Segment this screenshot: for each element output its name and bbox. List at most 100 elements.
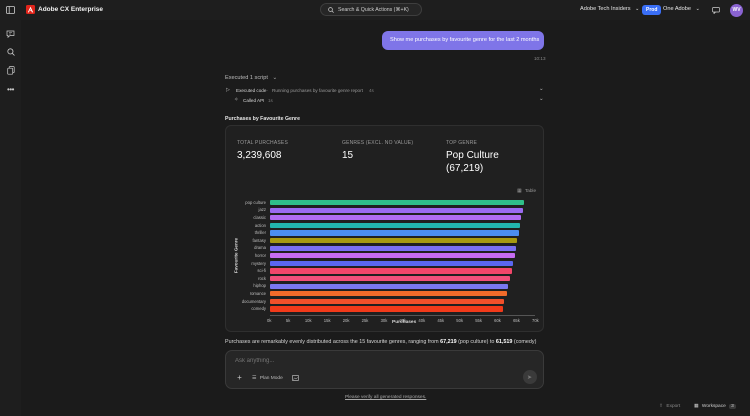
user-message-bubble: Show me purchases by favourite genre for… <box>382 31 544 50</box>
x-tick-label: 50k <box>456 317 464 323</box>
category-label: pop culture <box>245 199 266 205</box>
x-tick-label: 70k <box>532 317 539 323</box>
feedback-icon[interactable] <box>711 5 721 15</box>
bar[interactable] <box>270 200 525 206</box>
adobe-logo-icon <box>26 5 35 14</box>
bar[interactable] <box>270 207 523 213</box>
category-label: hiphop <box>253 283 266 289</box>
x-tick-label: 40k <box>418 317 426 323</box>
search-icon[interactable] <box>5 46 16 57</box>
chart-area: Favourite Genre pop culture jazz classic ac… <box>226 126 545 333</box>
send-button[interactable]: ➤ <box>523 370 537 384</box>
plan-mode-button[interactable]: ☰ Plan Mode <box>252 375 283 381</box>
category-label: thriller <box>254 230 266 236</box>
top-genre-value: Pop Culture <box>446 150 499 161</box>
x-tick-label: 55k <box>475 317 482 323</box>
more-icon[interactable]: ••• <box>7 85 14 94</box>
left-rail: ••• <box>0 20 21 416</box>
search-icon <box>328 6 334 15</box>
bar[interactable] <box>270 283 509 289</box>
bar[interactable] <box>270 238 518 244</box>
top-genre-label: TOP GENRE <box>446 140 478 146</box>
x-tick-label: 5k <box>285 317 291 323</box>
category-label: action <box>254 222 266 228</box>
step-executed-code[interactable]: ▷ Executed code · Running purchases by f… <box>226 86 544 95</box>
total-purchases-value: 3,239,608 <box>237 150 282 161</box>
search-input[interactable]: Search & Quick Actions (⌘+K) <box>320 3 422 16</box>
composer: + ☰ Plan Mode ➤ <box>225 350 544 389</box>
category-label: horror <box>254 253 266 258</box>
step-called-api[interactable]: ✧ Called API 1s ⌄ <box>226 96 544 105</box>
x-tick-label: 10k <box>304 317 312 323</box>
x-tick-label: 30k <box>380 317 388 323</box>
step-label: Executed code <box>236 87 267 93</box>
workspace-switcher[interactable]: One Adobe ⌄ <box>663 6 700 12</box>
table-icon: ▦ <box>517 188 522 194</box>
env-badge: Prod <box>642 4 662 15</box>
executed-script-toggle[interactable]: Executed 1 script ⌄ <box>225 75 277 81</box>
bar[interactable] <box>270 245 517 251</box>
chat-icon[interactable] <box>5 28 16 39</box>
chevron-down-icon: ⌄ <box>695 6 700 12</box>
table-toggle-label: Table <box>525 188 536 193</box>
bar[interactable] <box>270 298 505 304</box>
x-tick-label: 65k <box>513 317 520 323</box>
documents-icon[interactable] <box>5 65 16 76</box>
bar[interactable] <box>270 230 520 236</box>
x-axis-line <box>270 314 535 315</box>
bar[interactable] <box>270 253 515 259</box>
step-duration: 1s <box>268 97 273 103</box>
genres-value: 15 <box>342 150 354 161</box>
category-label: romance <box>249 291 266 296</box>
add-icon[interactable]: + <box>237 373 242 382</box>
report-card: TOTAL PURCHASES 3,239,608 GENRES (EXCL. … <box>225 125 544 332</box>
summary-min-genre: (comedy) <box>512 339 537 345</box>
report-title: Purchases by Favourite Genre <box>225 116 300 122</box>
workspace-icon: ▦ <box>694 404 699 409</box>
summary-max-value: 67,219 <box>440 339 457 345</box>
bar[interactable] <box>270 291 507 297</box>
chevron-down-icon: ⌄ <box>635 6 640 12</box>
plan-mode-label: Plan Mode <box>259 376 283 381</box>
workspace-count: 3 <box>729 404 736 409</box>
summary-min-value: 61,519 <box>495 339 513 345</box>
workspace-button[interactable]: ▦ Workspace 3 <box>694 404 736 409</box>
message-time: 10:13 <box>534 56 546 61</box>
play-icon: ▷ <box>226 87 230 93</box>
step-duration: 4s <box>369 87 374 93</box>
app-title: Adobe CX Enterprise <box>38 5 104 13</box>
chevron-down-icon: ⌄ <box>272 75 278 81</box>
avatar-initials: WV <box>732 6 741 13</box>
send-icon: ➤ <box>527 374 533 381</box>
avatar[interactable]: WV <box>730 3 743 17</box>
bar[interactable] <box>270 215 522 221</box>
bar[interactable] <box>270 276 510 282</box>
table-toggle-button[interactable]: ▦ Table <box>517 188 536 194</box>
genres-label: GENRES (EXCL. NO VALUE) <box>342 140 414 146</box>
x-tick-label: 25k <box>361 317 369 323</box>
step-separator: · <box>267 87 269 93</box>
total-purchases-label: TOTAL PURCHASES <box>237 140 288 146</box>
bar[interactable] <box>270 306 503 312</box>
category-label: classic <box>253 215 266 220</box>
category-label: drama <box>254 245 266 251</box>
export-icon: ⇪ <box>659 404 664 409</box>
x-tick-label: 35k <box>399 317 407 323</box>
prompt-input[interactable] <box>235 356 515 366</box>
export-label: Export <box>666 404 681 409</box>
export-button[interactable]: ⇪ Export <box>659 404 680 409</box>
chevron-down-icon: ⌄ <box>539 96 544 102</box>
image-icon[interactable] <box>291 374 300 382</box>
org-switcher[interactable]: Adobe Tech Insiders ⌄ <box>580 6 639 12</box>
category-label: fantasy <box>252 237 266 243</box>
category-label: sci-fi <box>257 268 266 274</box>
bar[interactable] <box>270 268 512 274</box>
disclaimer-link[interactable]: Please verify all generated responses. <box>345 395 427 400</box>
x-tick-label: 60k <box>494 317 501 323</box>
sidebar-toggle-icon[interactable] <box>5 5 16 15</box>
chevron-down-icon: ⌄ <box>539 86 544 92</box>
bar[interactable] <box>270 260 514 266</box>
x-tick-label: 45k <box>437 317 445 323</box>
bar[interactable] <box>270 222 521 228</box>
x-tick-label: 15k <box>323 317 331 323</box>
